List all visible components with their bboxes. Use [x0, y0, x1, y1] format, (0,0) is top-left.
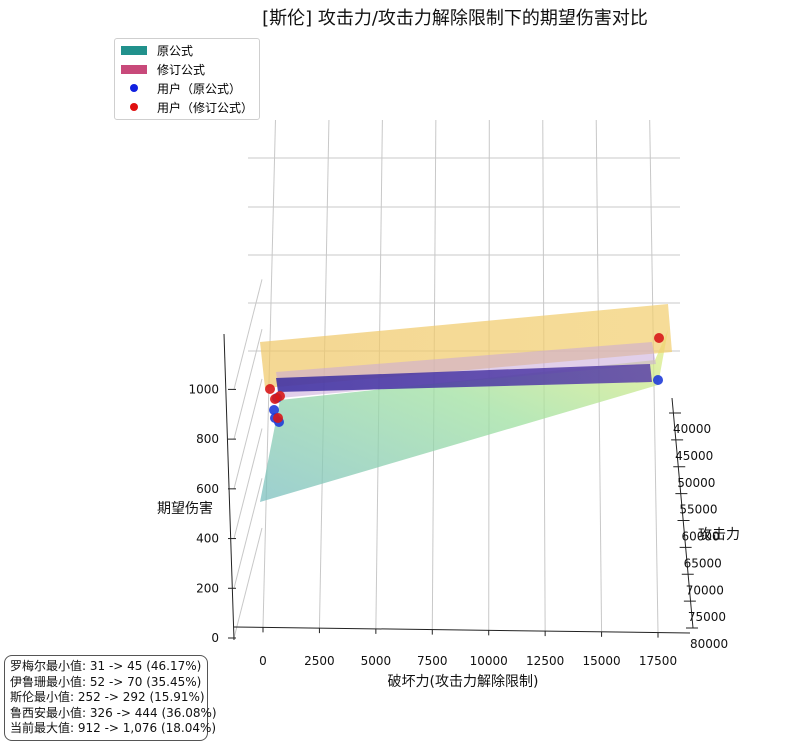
legend: 原公式 修订公式 用户（原公式） 用户（修订公式） [114, 38, 260, 120]
z-tick-label: 200 [196, 581, 219, 595]
z-gridline [233, 328, 263, 440]
y-axis-label: 攻击力 [698, 527, 740, 543]
x-tick-label: 7500 [417, 654, 448, 668]
stats-line: 当前最大值: 912 -> 1,076 (18.04%) [10, 721, 217, 735]
y-tick-label: 60000 [682, 530, 720, 544]
user-point-revised [275, 391, 285, 401]
y-tick-label: 80000 [690, 637, 728, 651]
stats-line: 罗梅尔最小值: 31 -> 45 (46.17%) [10, 659, 202, 673]
legend-swatch-revised [121, 64, 147, 74]
y-axis-line [671, 397, 694, 629]
user-point-revised [273, 413, 283, 423]
z-gridline [233, 527, 263, 639]
legend-label-user-original: 用户（原公式） [157, 81, 242, 96]
surface-original-band [276, 364, 652, 392]
legend-label-original: 原公式 [157, 43, 194, 58]
y-tick-label: 50000 [677, 476, 715, 490]
stats-line: 伊鲁珊最小值: 52 -> 70 (35.45%) [10, 674, 202, 689]
z-axis-label: 期望伤害 [157, 501, 213, 517]
y-tick-label: 40000 [673, 422, 711, 436]
x-tick-label: 12500 [526, 654, 564, 668]
legend-dot-user-original [121, 84, 147, 93]
z-tick-label: 1000 [188, 382, 219, 396]
x-tick-label: 5000 [361, 654, 392, 668]
stats-line: 斯伦最小值: 252 -> 292 (15.91%) [10, 690, 205, 704]
z-gridline [233, 279, 263, 390]
user-point-revised [654, 333, 664, 343]
z-tick-label: 0 [211, 631, 219, 645]
user-point-original [653, 375, 663, 385]
y-tick-label: 55000 [679, 503, 717, 517]
y-tick-label: 65000 [684, 556, 722, 570]
chart-title: [斯伦] 攻击力/攻击力解除限制下的期望伤害对比 [262, 8, 648, 29]
legend-dot-user-revised [121, 103, 147, 112]
user-point-original [269, 405, 279, 415]
z-gridline [233, 428, 263, 539]
legend-item-revised: 修订公式 [121, 60, 205, 78]
legend-item-user-original: 用户（原公式） [121, 79, 241, 97]
legend-item-original: 原公式 [121, 41, 193, 59]
x-axis-line [233, 626, 691, 634]
y-tick-label: 75000 [688, 610, 726, 624]
stats-line: 鲁西安最小值: 326 -> 444 (36.08%) [10, 705, 217, 720]
x-tick-label: 2500 [304, 654, 335, 668]
legend-swatch-original [121, 45, 147, 55]
z-gridline [233, 478, 263, 589]
x-tick-label: 10000 [470, 654, 508, 668]
legend-label-revised: 修订公式 [157, 62, 206, 77]
y-tick-label: 70000 [686, 583, 724, 597]
legend-label-user-revised: 用户（修订公式） [157, 100, 254, 115]
x-tick-label: 15000 [582, 654, 620, 668]
z-gridline [233, 378, 263, 489]
legend-item-user-revised: 用户（修订公式） [121, 98, 253, 116]
z-tick-label: 800 [196, 432, 219, 446]
z-tick-label: 400 [196, 532, 219, 546]
x-tick-label: 0 [259, 654, 267, 668]
stats-box: 罗梅尔最小值: 31 -> 45 (46.17%) 伊鲁珊最小值: 52 -> … [4, 655, 217, 741]
z-axis-line [223, 333, 235, 641]
y-tick-label: 45000 [675, 449, 713, 463]
user-point-revised [265, 384, 275, 394]
x-axis-label: 破坏力(攻击力解除限制) [388, 674, 539, 690]
x-tick-label: 17500 [639, 654, 677, 668]
z-tick-label: 600 [196, 482, 219, 496]
